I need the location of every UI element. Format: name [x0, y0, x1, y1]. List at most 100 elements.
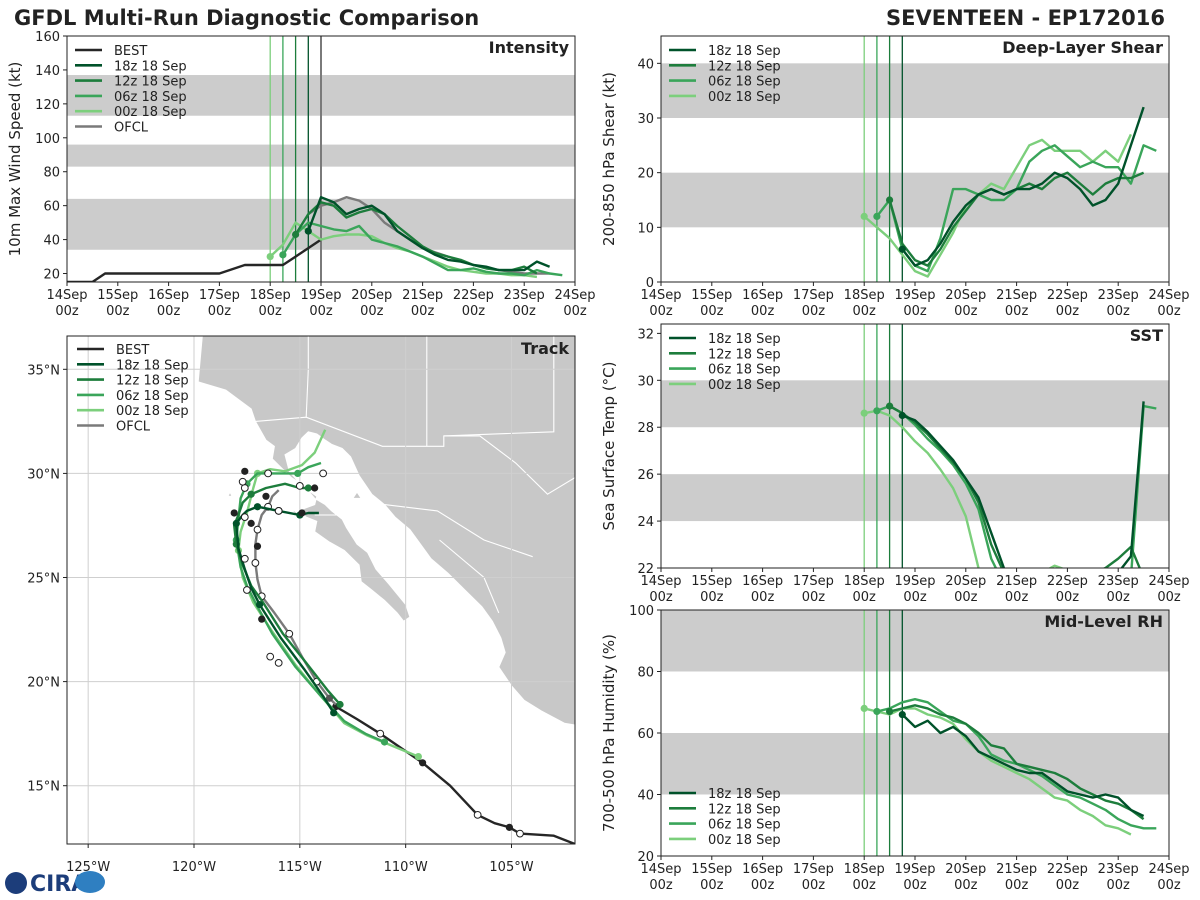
shear-ytick-label: 40	[637, 57, 654, 72]
rh-xtick-hour: 00z	[853, 878, 877, 893]
track-open-dot-r00z	[319, 469, 328, 478]
sst-xtick-day: 23Sep	[1098, 574, 1139, 589]
sst-xtick-day: 20Sep	[945, 574, 986, 589]
rh-band	[661, 733, 1169, 795]
track-dot-r18z	[330, 709, 338, 717]
track-ytick-label: 25°N	[27, 572, 60, 587]
shear-band	[661, 172, 1169, 228]
track-panel: 125°W 120°W 115°W 110°W 105°W 15°N 20°N 25°N 30°…	[27, 335, 576, 875]
intensity-xtick-day: 23Sep	[504, 288, 545, 303]
rh-series-group	[860, 698, 1157, 836]
shear-xtick-day: 15Sep	[691, 288, 732, 303]
sst-band	[661, 474, 1169, 522]
rh-xtick-hour: 00z	[954, 878, 978, 893]
intensity-xtick-day: 17Sep	[199, 288, 240, 303]
border-newmexico	[443, 336, 555, 437]
sst-xtick-day: 24Sep	[1148, 574, 1189, 589]
intensity-xtick-hour: 00z	[157, 304, 181, 319]
intensity-title: Intensity	[489, 38, 570, 57]
intensity-legend-label-OFCL: OFCL	[114, 121, 149, 136]
track-legend-label-BEST: BEST	[116, 343, 149, 358]
rh-xtick-hour: 00z	[1005, 878, 1029, 893]
shear-ylabel: 200-850 hPa Shear (kt)	[600, 72, 618, 246]
track-dot-r18z	[253, 503, 262, 511]
sst-title: SST	[1130, 326, 1163, 345]
sst-series-group	[860, 401, 1157, 568]
intensity-xtick-day: 14Sep	[46, 288, 87, 303]
shear-xtick-hour: 00z	[751, 304, 775, 319]
intensity-xtick-hour: 00z	[106, 304, 130, 319]
shear-ytick-label: 0	[646, 276, 654, 291]
track-open-dot-BEST	[516, 829, 524, 838]
intensity-ytick-label: 20	[43, 268, 60, 283]
shear-xtick-hour: 00z	[802, 304, 826, 319]
rh-legend-label-r06z: 06z 18 Sep	[708, 818, 781, 833]
track-dot-OFCL	[325, 694, 334, 702]
track-dot-forecast	[241, 467, 249, 475]
sst-xtick-hour: 00z	[1157, 590, 1181, 605]
track-line-r12z	[232, 482, 342, 706]
intensity-ytick-label: 40	[43, 234, 60, 249]
sst-xtick-hour: 00z	[1005, 590, 1029, 605]
rh-marker-r18z	[898, 710, 906, 719]
shear-xtick-day: 16Sep	[742, 288, 783, 303]
track-xtick-label: 120°W	[172, 860, 216, 875]
track-open-dot-OFCL	[285, 629, 294, 638]
rh-xtick-day: 16Sep	[742, 862, 783, 877]
track-open-dot-BEST	[376, 729, 385, 738]
sst-xtick-day: 15Sep	[691, 574, 732, 589]
land-guadalupe-island	[227, 490, 233, 497]
figure-title: GFDL Multi-Run Diagnostic Comparison	[14, 6, 479, 30]
shear-xtick-day: 19Sep	[894, 288, 935, 303]
logo-swirl-icon	[75, 871, 105, 893]
rh-ytick-label: 40	[637, 789, 654, 804]
shear-marker-r18z	[898, 245, 906, 253]
shear-xtick-hour: 00z	[1107, 304, 1131, 319]
track-dot-r12z	[247, 490, 255, 498]
shear-legend-label-r00z: 00z 18 Sep	[708, 90, 781, 105]
intensity-xtick-hour: 00z	[360, 304, 384, 319]
land-mainland	[197, 336, 575, 726]
intensity-legend-label-r18z: 18z 18 Sep	[114, 59, 187, 74]
track-legend-label-r06z: 06z 18 Sep	[116, 389, 189, 404]
track-dot-r00z	[414, 752, 422, 761]
shear-line-r00z	[863, 133, 1132, 278]
track-map-group	[67, 336, 575, 844]
shear-xtick-hour: 00z	[649, 304, 673, 319]
track-open-dot-r06z	[238, 477, 247, 486]
logo-globe-icon	[5, 872, 27, 894]
intensity-xtick-day: 21Sep	[402, 288, 443, 303]
rh-marker-r12z	[886, 707, 894, 716]
track-open-dot-r00z	[240, 554, 249, 563]
land-tiburon-island	[351, 491, 363, 499]
sst-line-r12z	[889, 405, 1141, 568]
rh-xtick-day: 24Sep	[1148, 862, 1189, 877]
rh-ytick-label: 60	[637, 727, 654, 742]
track-open-dot-OFCL	[251, 559, 260, 567]
track-open-dot-r12z	[274, 506, 283, 515]
rh-xtick-day: 20Sep	[945, 862, 986, 877]
rh-ytick-label: 100	[629, 604, 654, 619]
sst-line-r18z	[901, 401, 1145, 568]
track-legend-label-r00z: 00z 18 Sep	[116, 404, 189, 419]
rh-line-r00z	[863, 707, 1132, 836]
sst-xtick-hour: 00z	[954, 590, 978, 605]
shear-xtick-day: 14Sep	[640, 288, 681, 303]
track-open-dot-r18z	[240, 513, 249, 522]
sst-xtick-day: 18Sep	[844, 574, 885, 589]
sst-ytick-label: 22	[637, 562, 654, 577]
rh-xtick-day: 19Sep	[894, 862, 935, 877]
sst-marker-r12z	[886, 402, 894, 410]
shear-ytick-label: 20	[637, 167, 654, 182]
track-line-BEST	[335, 705, 575, 844]
sst-xtick-hour: 00z	[1056, 590, 1080, 605]
track-xtick-label: 105°W	[489, 860, 533, 875]
intensity-xtick-hour: 00z	[563, 304, 587, 319]
sst-marker-r06z	[873, 407, 881, 415]
track-dot-forecast	[230, 509, 238, 517]
track-dot-forecast	[298, 509, 306, 517]
rh-ylabel: 700-500 hPa Humidity (%)	[600, 634, 618, 832]
intensity-ytick-label: 160	[35, 30, 60, 45]
sst-legend-label-r00z: 00z 18 Sep	[708, 378, 781, 393]
